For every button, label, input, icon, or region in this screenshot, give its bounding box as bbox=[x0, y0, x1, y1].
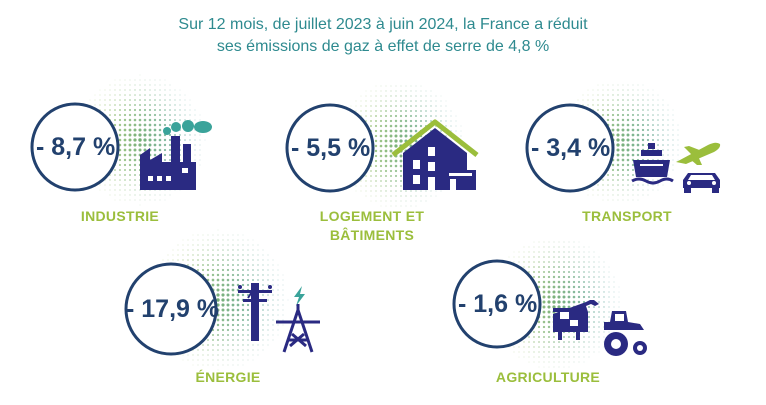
value-ring bbox=[525, 103, 615, 193]
energie-value: - 17,9 % bbox=[126, 295, 220, 323]
industrie-value: - 8,7 % bbox=[36, 133, 116, 161]
industrie-label: INDUSTRIE bbox=[80, 208, 160, 224]
ship-icon bbox=[631, 143, 674, 185]
value-ring bbox=[285, 103, 375, 193]
title-line-2: ses émissions de gaz à effet de serre de… bbox=[216, 38, 550, 55]
car-icon bbox=[683, 173, 720, 193]
value-ring bbox=[452, 259, 542, 349]
dot-halo bbox=[340, 85, 462, 207]
transport-value: - 3,4 % bbox=[531, 134, 611, 162]
transport-label: TRANSPORT bbox=[582, 208, 672, 224]
value-ring bbox=[30, 102, 120, 192]
dot-halo bbox=[493, 241, 620, 368]
agriculture-label: AGRICULTURE bbox=[495, 369, 601, 385]
energie-label: ÉNERGIE bbox=[195, 369, 261, 385]
power-pole-icon bbox=[238, 283, 272, 341]
cow-icon bbox=[553, 300, 599, 340]
pylon-icon bbox=[276, 304, 320, 353]
dot-halo bbox=[74, 74, 206, 206]
page-title: Sur 12 mois, de juillet 2023 à juin 2024… bbox=[0, 14, 766, 58]
house-icon bbox=[391, 119, 479, 190]
tractor-icon bbox=[604, 311, 647, 356]
dot-halo bbox=[147, 229, 289, 371]
value-ring bbox=[124, 262, 218, 356]
agriculture-value: - 1,6 % bbox=[458, 290, 538, 318]
factory-icon bbox=[140, 120, 212, 190]
logement-value: - 5,5 % bbox=[291, 134, 371, 162]
title-line-1: Sur 12 mois, de juillet 2023 à juin 2024… bbox=[178, 16, 588, 33]
lightning-icon bbox=[294, 286, 305, 306]
logement-label-1: LOGEMENT ET bbox=[319, 208, 425, 224]
dot-halo bbox=[562, 84, 679, 201]
airplane-icon bbox=[676, 142, 721, 165]
logement-label-2: BÂTIMENTS bbox=[329, 227, 415, 243]
